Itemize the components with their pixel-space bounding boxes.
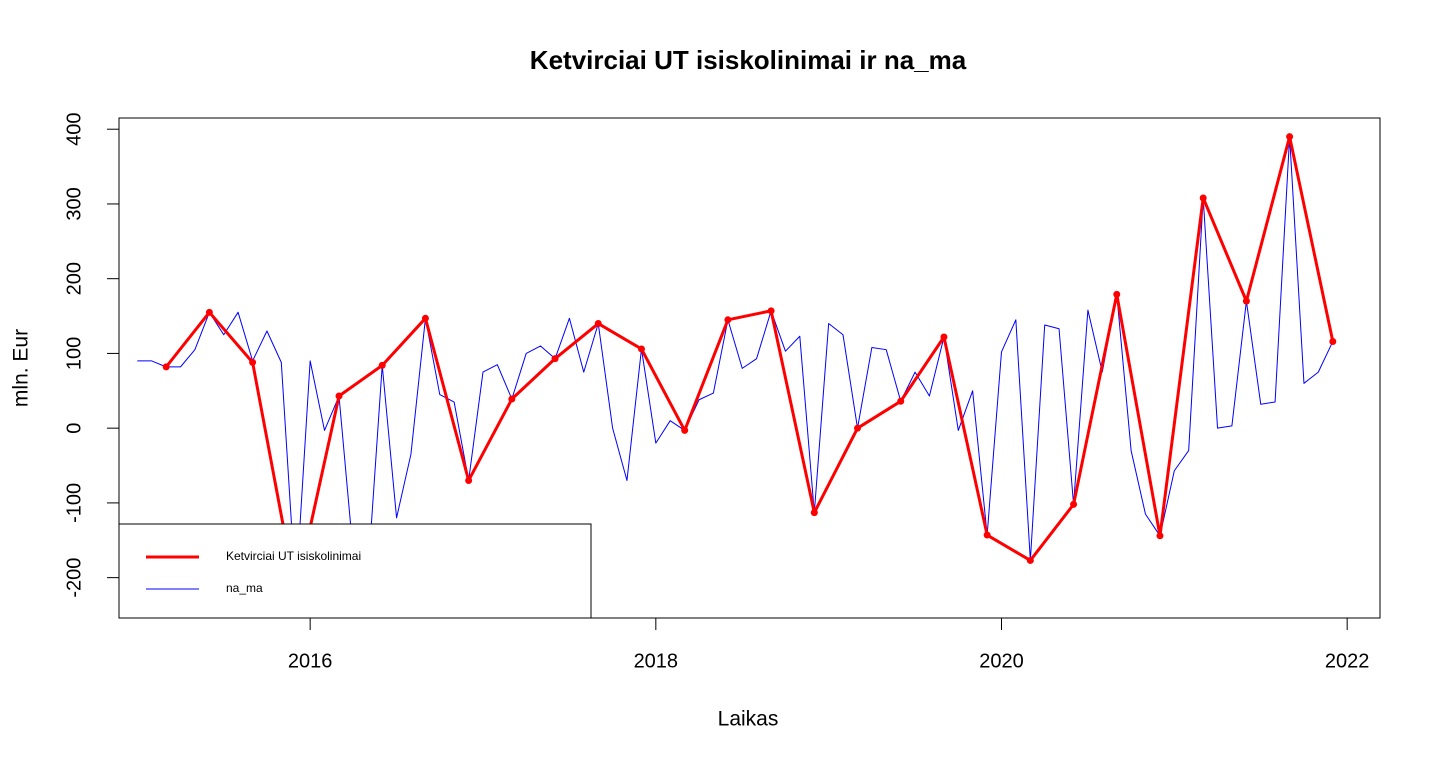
y-tick-label: 100 (63, 337, 85, 370)
data-point (378, 361, 386, 369)
data-point (465, 476, 473, 484)
data-point (551, 355, 559, 363)
data-point (335, 392, 343, 400)
y-tick-label: -100 (63, 483, 85, 523)
data-point (1026, 556, 1034, 564)
y-tick-label: 300 (63, 187, 85, 220)
data-point (724, 316, 732, 324)
data-point (594, 320, 602, 328)
x-tick-label: 2020 (979, 650, 1024, 672)
data-point (637, 345, 645, 353)
x-axis-label: Laikas (718, 708, 779, 731)
y-tick-label: 400 (63, 113, 85, 146)
x-tick-label: 2022 (1325, 650, 1370, 672)
data-point (508, 395, 516, 403)
y-tick-label: -200 (63, 558, 85, 598)
legend-label: na_ma (226, 581, 263, 595)
series-line (165, 135, 1335, 595)
data-point (1286, 133, 1294, 141)
plot-area (137, 133, 1337, 597)
y-axis-label: mln. Eur (10, 329, 33, 407)
data-point (983, 531, 991, 539)
data-point (854, 424, 862, 432)
data-point (421, 314, 429, 322)
data-point (1070, 500, 1078, 508)
data-point (810, 509, 818, 517)
data-point (1113, 290, 1121, 298)
data-point (1199, 194, 1207, 202)
x-tick-label: 2016 (288, 650, 333, 672)
data-point (1156, 532, 1164, 540)
data-point (162, 363, 170, 371)
y-tick-label: 0 (63, 423, 85, 434)
data-point (897, 397, 905, 405)
data-point (249, 358, 257, 366)
data-point (681, 426, 689, 434)
data-point (205, 308, 213, 316)
data-point (1329, 337, 1337, 345)
y-tick-label: 200 (63, 262, 85, 295)
data-point (767, 307, 775, 315)
chart-title: Ketvirciai UT isiskolinimai ir na_ma (530, 45, 967, 75)
legend-box (118, 523, 592, 619)
legend-label: Ketvirciai UT isiskolinimai (226, 549, 361, 563)
data-point (1242, 297, 1250, 305)
x-tick-label: 2018 (634, 650, 679, 672)
plot-frame (118, 117, 1381, 619)
data-point (940, 333, 948, 341)
